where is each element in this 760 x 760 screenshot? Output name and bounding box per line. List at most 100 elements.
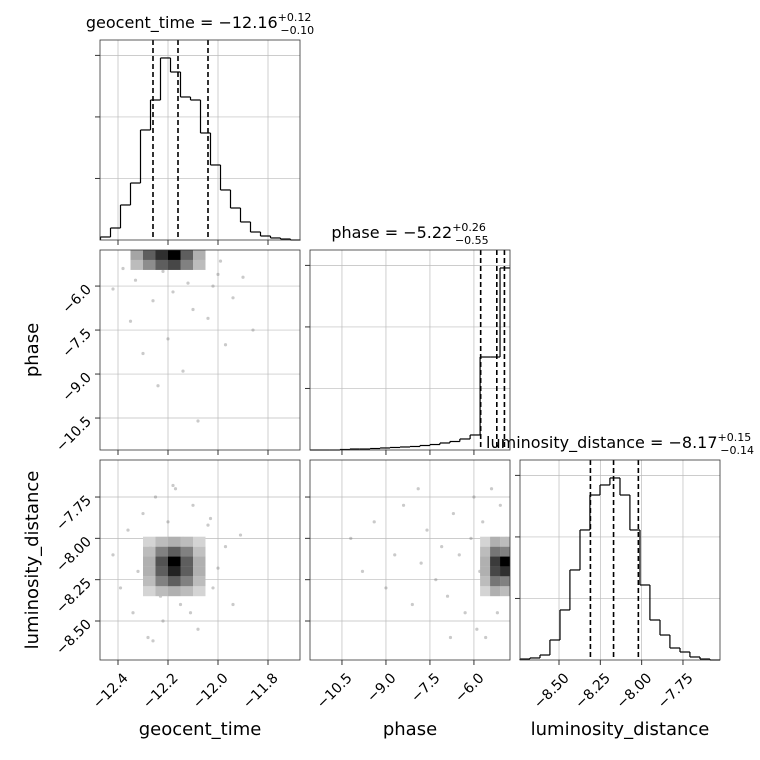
density-cell xyxy=(130,259,143,270)
density-cell xyxy=(480,566,491,577)
density-cell xyxy=(168,259,181,270)
density-cell xyxy=(193,259,206,270)
x-tick-label: −12.2 xyxy=(140,670,182,712)
x-axis-label: geocent_time xyxy=(139,719,262,740)
density-cell xyxy=(193,586,206,597)
density-cell xyxy=(130,250,143,260)
panel xyxy=(349,487,510,640)
sample-point xyxy=(489,487,494,491)
sample-point xyxy=(118,586,123,590)
sample-point xyxy=(131,611,135,615)
sample-point xyxy=(191,307,195,312)
density-cell xyxy=(168,250,181,260)
sample-point xyxy=(401,503,406,507)
density-cell xyxy=(490,546,501,557)
sample-point xyxy=(463,611,467,615)
title-main: phase = −5.22 xyxy=(331,223,452,242)
x-tick-label: −9.0 xyxy=(364,670,399,705)
sample-point xyxy=(141,351,145,356)
sample-point xyxy=(126,528,130,532)
sample-point xyxy=(121,266,125,271)
sample-point xyxy=(448,635,453,640)
y-tick-label: −8.50 xyxy=(53,617,95,659)
density-cell xyxy=(180,250,193,260)
x-tick-label: −10.5 xyxy=(314,670,356,712)
panel-frame xyxy=(99,459,301,661)
density-cell xyxy=(193,250,206,260)
density-cell xyxy=(180,536,193,547)
density-cell xyxy=(155,576,168,587)
sample-point xyxy=(208,516,213,521)
density-cell xyxy=(500,586,510,597)
x-tick-label: −12.0 xyxy=(190,670,232,712)
sample-point xyxy=(151,639,155,643)
sample-point xyxy=(211,284,215,288)
title-sup: +0.15 xyxy=(718,431,752,444)
sample-point xyxy=(434,578,438,582)
sample-point xyxy=(475,627,479,631)
sample-point xyxy=(231,296,235,300)
sample-point xyxy=(181,369,185,373)
sample-point xyxy=(445,594,450,598)
sample-point xyxy=(451,511,456,516)
sample-point xyxy=(166,520,170,524)
y-tick-label: −10.5 xyxy=(53,414,95,456)
panel-content xyxy=(349,487,510,640)
density-cell xyxy=(193,536,206,547)
sample-point xyxy=(191,503,195,507)
y-tick-label: −7.5 xyxy=(59,326,94,361)
density-cell xyxy=(168,536,181,547)
sample-point xyxy=(166,337,170,341)
x-axis-label: luminosity_distance xyxy=(531,719,710,740)
panel-frame xyxy=(99,39,301,241)
sample-point xyxy=(419,561,423,565)
y-tick-label: −9.0 xyxy=(59,370,94,405)
panel-frame xyxy=(309,249,511,451)
density-cell xyxy=(168,586,181,597)
sample-point xyxy=(211,586,215,590)
density-cell xyxy=(168,556,181,567)
sample-point xyxy=(393,553,397,557)
density-cell xyxy=(168,576,181,587)
title-sub: −0.10 xyxy=(280,24,314,37)
title-main: geocent_time = −12.16 xyxy=(86,13,278,33)
sample-point xyxy=(171,290,175,294)
sample-point xyxy=(136,569,140,574)
density-cell xyxy=(193,576,206,587)
density-cell xyxy=(143,259,156,270)
sample-point xyxy=(251,328,255,332)
density-cell xyxy=(500,536,510,547)
density-cell xyxy=(500,556,510,567)
title-main: luminosity_distance = −8.17 xyxy=(486,433,717,453)
title-sub: −0.14 xyxy=(720,444,754,457)
y-axis-label: luminosity_distance xyxy=(22,471,43,650)
x-tick-label: −7.5 xyxy=(408,670,443,705)
density-cell xyxy=(480,546,491,557)
density-cell xyxy=(155,250,168,260)
density-cell xyxy=(193,556,206,567)
sample-point xyxy=(360,569,365,574)
density-cell xyxy=(168,546,181,557)
y-tick-label: −8.00 xyxy=(53,534,95,576)
hist-title: phase = −5.22+0.26 −0.55 xyxy=(331,221,488,247)
sample-point xyxy=(384,586,388,590)
density-cell xyxy=(155,556,168,567)
density-cell xyxy=(143,250,156,260)
sample-point xyxy=(111,553,115,557)
panel-frame xyxy=(99,249,301,451)
sample-point xyxy=(495,611,499,615)
density-cell xyxy=(143,536,156,547)
density-cell xyxy=(480,586,491,597)
sample-point xyxy=(218,259,223,263)
title-sub: −0.55 xyxy=(455,234,489,247)
x-tick-label: −8.00 xyxy=(614,670,656,712)
density-cell xyxy=(143,576,156,587)
density-cell xyxy=(500,546,510,557)
density-cell xyxy=(143,566,156,577)
sample-point xyxy=(349,536,353,540)
density-cell xyxy=(143,586,156,597)
sample-point xyxy=(206,523,210,527)
density-cell xyxy=(155,546,168,557)
density-cell xyxy=(480,556,491,567)
